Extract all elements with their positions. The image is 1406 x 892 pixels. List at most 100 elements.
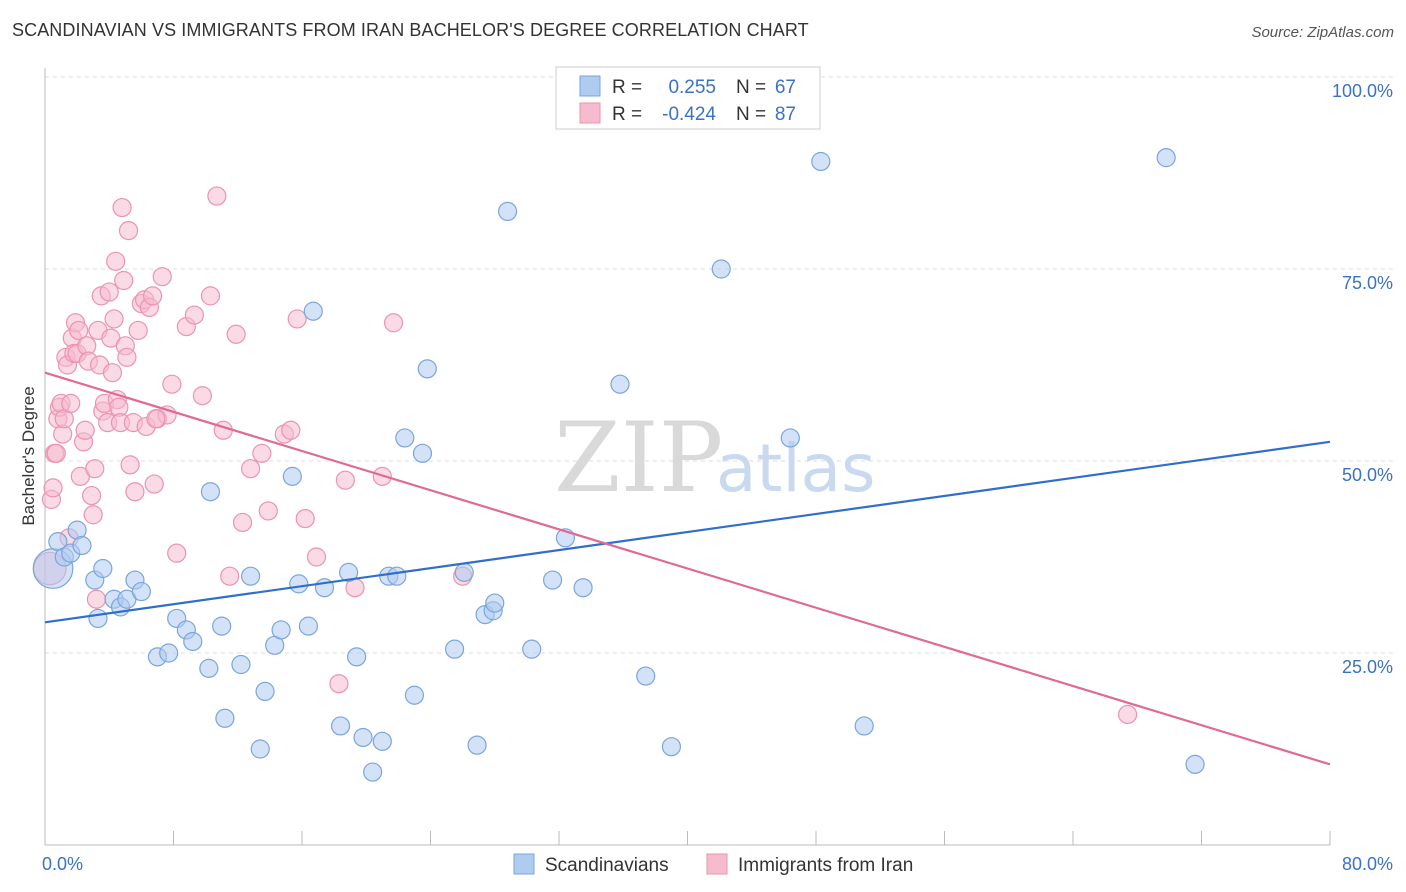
stats-swatch-pink [579, 102, 601, 124]
point-iran-33 [99, 282, 119, 302]
point-iran-42 [114, 270, 134, 291]
point-scandinavians-45 [444, 639, 465, 659]
y-tick-labels: 25.0% 50.0% 75.0% 100.0% [1332, 81, 1393, 677]
point-scandinavians-8 [93, 558, 113, 579]
point-iran-77 [306, 547, 327, 567]
point-scandinavians-50 [485, 593, 505, 613]
stats-r-value-2: -0.424 [662, 104, 716, 125]
point-scandinavians-13 [131, 581, 151, 602]
y-tick-label-50: 50.0% [1342, 465, 1393, 485]
point-scandinavians-60 [780, 428, 800, 448]
watermark: ZIP atlas [554, 402, 876, 514]
point-iran-2 [43, 478, 63, 498]
point-iran-72 [258, 501, 278, 521]
legend-swatch-scandinavians [513, 853, 535, 875]
point-iran-71 [252, 443, 272, 463]
point-scandinavians-27 [271, 620, 291, 640]
point-iran-60 [167, 543, 187, 563]
point-scandinavians-55 [573, 578, 593, 598]
point-scandinavians-41 [395, 428, 415, 448]
point-scandinavians-36 [353, 727, 373, 748]
x-tick-label-max: 80.0% [1342, 854, 1393, 874]
legend-label-iran: Immigrants from Iran [738, 855, 913, 876]
stats-n-value-2: 87 [775, 104, 796, 125]
point-iran-75 [287, 309, 307, 329]
gridlines [45, 76, 1393, 654]
point-iran-62 [184, 305, 204, 325]
trend-line-scandinavians [44, 440, 1331, 624]
point-iran-13 [61, 393, 81, 413]
chart-source: Source: ZipAtlas.com [1251, 24, 1394, 41]
point-iran-54 [143, 286, 163, 306]
y-tick-label-25: 25.0% [1342, 657, 1393, 677]
legend-label-scandinavians: Scandinavians [545, 855, 669, 876]
point-scandinavians-58 [661, 737, 682, 757]
point-scandinavians-28 [282, 466, 302, 486]
stats-r-label-1: R = [612, 77, 642, 98]
point-scandinavians-61 [811, 151, 831, 172]
y-tick-label-100: 100.0% [1332, 81, 1393, 101]
point-scandinavians-23 [241, 566, 261, 586]
point-iran-36 [104, 309, 124, 329]
y-tick-label-75: 75.0% [1342, 273, 1393, 293]
point-iran-49 [128, 320, 148, 341]
point-scandinavians-15 [159, 643, 179, 663]
point-scandinavians-35 [347, 647, 367, 667]
point-scandinavians-65 [200, 482, 221, 502]
point-scandinavians-30 [298, 616, 319, 636]
point-iran-41 [112, 197, 132, 218]
point-scandinavians-38 [372, 731, 392, 751]
point-scandinavians-25 [255, 681, 275, 702]
point-iran-4 [46, 443, 66, 463]
axes [44, 68, 1331, 846]
stats-n-label-1: N = [736, 77, 766, 98]
point-scandinavians-29 [289, 574, 309, 594]
stats-box: R = 0.255 N = 67 R = -0.424 N = 87 [555, 66, 821, 130]
point-iran-59 [162, 374, 182, 394]
stats-r-label-2: R = [612, 104, 642, 125]
point-iran-64 [200, 286, 221, 306]
point-iran-57 [152, 267, 172, 287]
point-scandinavians-18 [183, 631, 203, 652]
point-scandinavians-37 [363, 762, 383, 782]
point-iran-46 [120, 455, 140, 475]
point-iran-63 [192, 386, 213, 406]
point-iran-21 [75, 420, 95, 440]
point-scandinavians-47 [467, 735, 487, 755]
y-axis-title: Bachelor's Degree [19, 386, 38, 525]
point-scandinavians-33 [330, 716, 351, 736]
trend-line-iran [44, 371, 1331, 766]
stats-n-value-1: 67 [775, 77, 796, 98]
point-scandinavians-22 [231, 654, 251, 675]
point-iran-84 [1118, 704, 1138, 725]
point-iran-35 [102, 363, 123, 383]
point-iran-44 [117, 347, 137, 367]
point-scandinavians-5 [72, 535, 92, 556]
point-scandinavians-44 [417, 359, 437, 379]
point-iran-48 [125, 482, 145, 502]
point-scandinavians-24 [250, 739, 270, 759]
point-scandinavians-52 [522, 639, 542, 659]
point-iran-45 [118, 221, 139, 241]
point-scandinavians-7 [88, 608, 108, 629]
point-scandinavians-64 [1185, 754, 1205, 774]
point-iran-55 [144, 474, 164, 494]
point-iran-69 [232, 512, 253, 533]
point-scandinavians-62 [854, 716, 874, 736]
stats-swatch-blue [579, 75, 601, 97]
point-scandinavians-57 [636, 666, 656, 686]
watermark-zip: ZIP [554, 402, 723, 514]
point-iran-74 [281, 420, 301, 440]
point-iran-86 [86, 589, 107, 609]
point-iran-24 [81, 485, 102, 506]
point-iran-25 [83, 505, 103, 525]
chart-title: SCANDINAVIAN VS IMMIGRANTS FROM IRAN BAC… [12, 20, 809, 40]
point-iran-70 [241, 459, 261, 479]
point-scandinavians-19 [199, 658, 219, 678]
legend: Scandinavians Immigrants from Iran [513, 853, 913, 876]
point-iran-68 [226, 324, 246, 344]
point-scandinavians-43 [412, 443, 433, 463]
point-iran-26 [85, 459, 105, 479]
point-scandinavians-63 [1156, 148, 1176, 168]
